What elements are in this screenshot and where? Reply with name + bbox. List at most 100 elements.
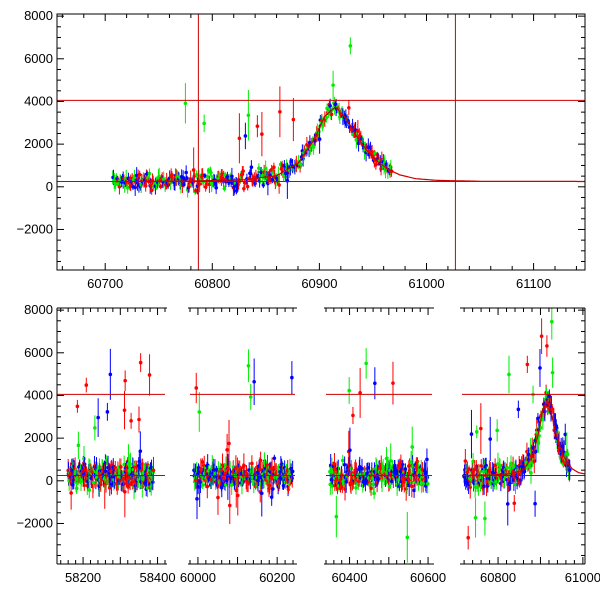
data-point	[249, 165, 254, 170]
y-tick-label: −2000	[16, 515, 53, 530]
data-point	[236, 182, 240, 187]
data-point	[209, 170, 213, 175]
data-point	[260, 132, 264, 136]
data-point	[181, 175, 185, 180]
data-point	[220, 172, 224, 177]
data-point	[200, 483, 205, 487]
data-point	[425, 457, 429, 462]
x-tick-label: 61100	[516, 276, 551, 291]
data-point	[125, 185, 130, 190]
axis-break-gap	[297, 306, 324, 310]
model-curve	[462, 399, 585, 477]
y-tick-label: 4000	[24, 387, 53, 402]
data-point	[379, 167, 383, 171]
data-point	[425, 482, 430, 486]
data-point	[328, 104, 332, 108]
data-point	[479, 426, 483, 431]
data-point	[507, 372, 511, 377]
data-point	[299, 162, 303, 167]
data-point	[357, 479, 361, 484]
data-point	[243, 134, 248, 138]
bottom-plot-area	[57, 308, 585, 563]
data-point	[347, 105, 351, 110]
data-point	[248, 171, 253, 176]
data-point	[391, 381, 395, 385]
data-point	[242, 463, 246, 468]
data-point	[84, 383, 89, 387]
data-point	[567, 468, 572, 472]
data-point	[483, 516, 487, 521]
data-point	[257, 166, 261, 171]
data-point	[248, 395, 253, 399]
data-point	[290, 375, 294, 380]
data-point	[119, 465, 123, 469]
data-point	[161, 177, 166, 182]
data-point	[138, 449, 143, 453]
data-point	[203, 174, 207, 178]
data-point	[289, 159, 293, 164]
top-plot-area	[57, 14, 585, 270]
axis-break-gap	[434, 562, 460, 566]
y-tick-label: 0	[46, 179, 53, 194]
data-point	[214, 185, 218, 190]
data-point	[227, 441, 231, 446]
data-point	[266, 181, 270, 186]
data-point	[194, 386, 199, 390]
data-point	[184, 170, 188, 175]
data-point	[204, 182, 209, 187]
y-tick-label: 4000	[24, 93, 53, 108]
data-point	[241, 169, 245, 173]
data-point	[329, 112, 334, 117]
top-plot-frame	[56, 13, 586, 271]
x-tick-label: 60700	[87, 276, 123, 291]
x-tick-label: 61000	[565, 570, 600, 585]
data-point	[311, 145, 316, 149]
data-point	[372, 491, 376, 496]
y-tick-label: 6000	[24, 51, 53, 66]
data-point	[183, 101, 188, 106]
axis-break-gap	[434, 306, 460, 310]
data-point	[278, 109, 282, 114]
data-point	[505, 465, 510, 470]
data-point	[465, 470, 470, 474]
data-point	[525, 362, 530, 367]
data-point	[91, 480, 96, 485]
data-point	[410, 445, 415, 449]
data-point	[285, 178, 290, 183]
data-point	[143, 184, 148, 188]
data-point	[227, 503, 232, 508]
data-point	[149, 188, 154, 193]
data-point	[550, 319, 554, 324]
data-point	[356, 141, 361, 146]
data-point	[473, 515, 478, 520]
y-tick-label: 6000	[24, 345, 53, 360]
data-point	[206, 175, 210, 179]
data-point	[188, 177, 193, 181]
data-point	[291, 117, 296, 122]
data-point	[505, 502, 510, 506]
data-point	[340, 458, 345, 463]
data-point	[147, 171, 152, 176]
data-point	[253, 181, 257, 186]
data-point	[358, 391, 362, 395]
data-point	[216, 495, 220, 500]
data-point	[532, 459, 537, 464]
data-point	[374, 162, 378, 167]
data-point	[271, 487, 275, 491]
data-point	[415, 459, 420, 464]
data-point	[123, 378, 127, 383]
data-point	[205, 484, 210, 489]
data-point	[495, 428, 499, 433]
data-point	[545, 344, 549, 348]
x-tick-label: 60600	[410, 570, 446, 585]
data-point	[351, 413, 355, 418]
data-point	[151, 468, 156, 473]
data-point	[522, 469, 527, 474]
data-point	[223, 173, 227, 177]
data-point	[76, 443, 81, 448]
data-point	[255, 124, 260, 128]
data-point	[158, 184, 163, 189]
x-tick-label: 60800	[194, 276, 230, 291]
data-point	[269, 495, 274, 499]
